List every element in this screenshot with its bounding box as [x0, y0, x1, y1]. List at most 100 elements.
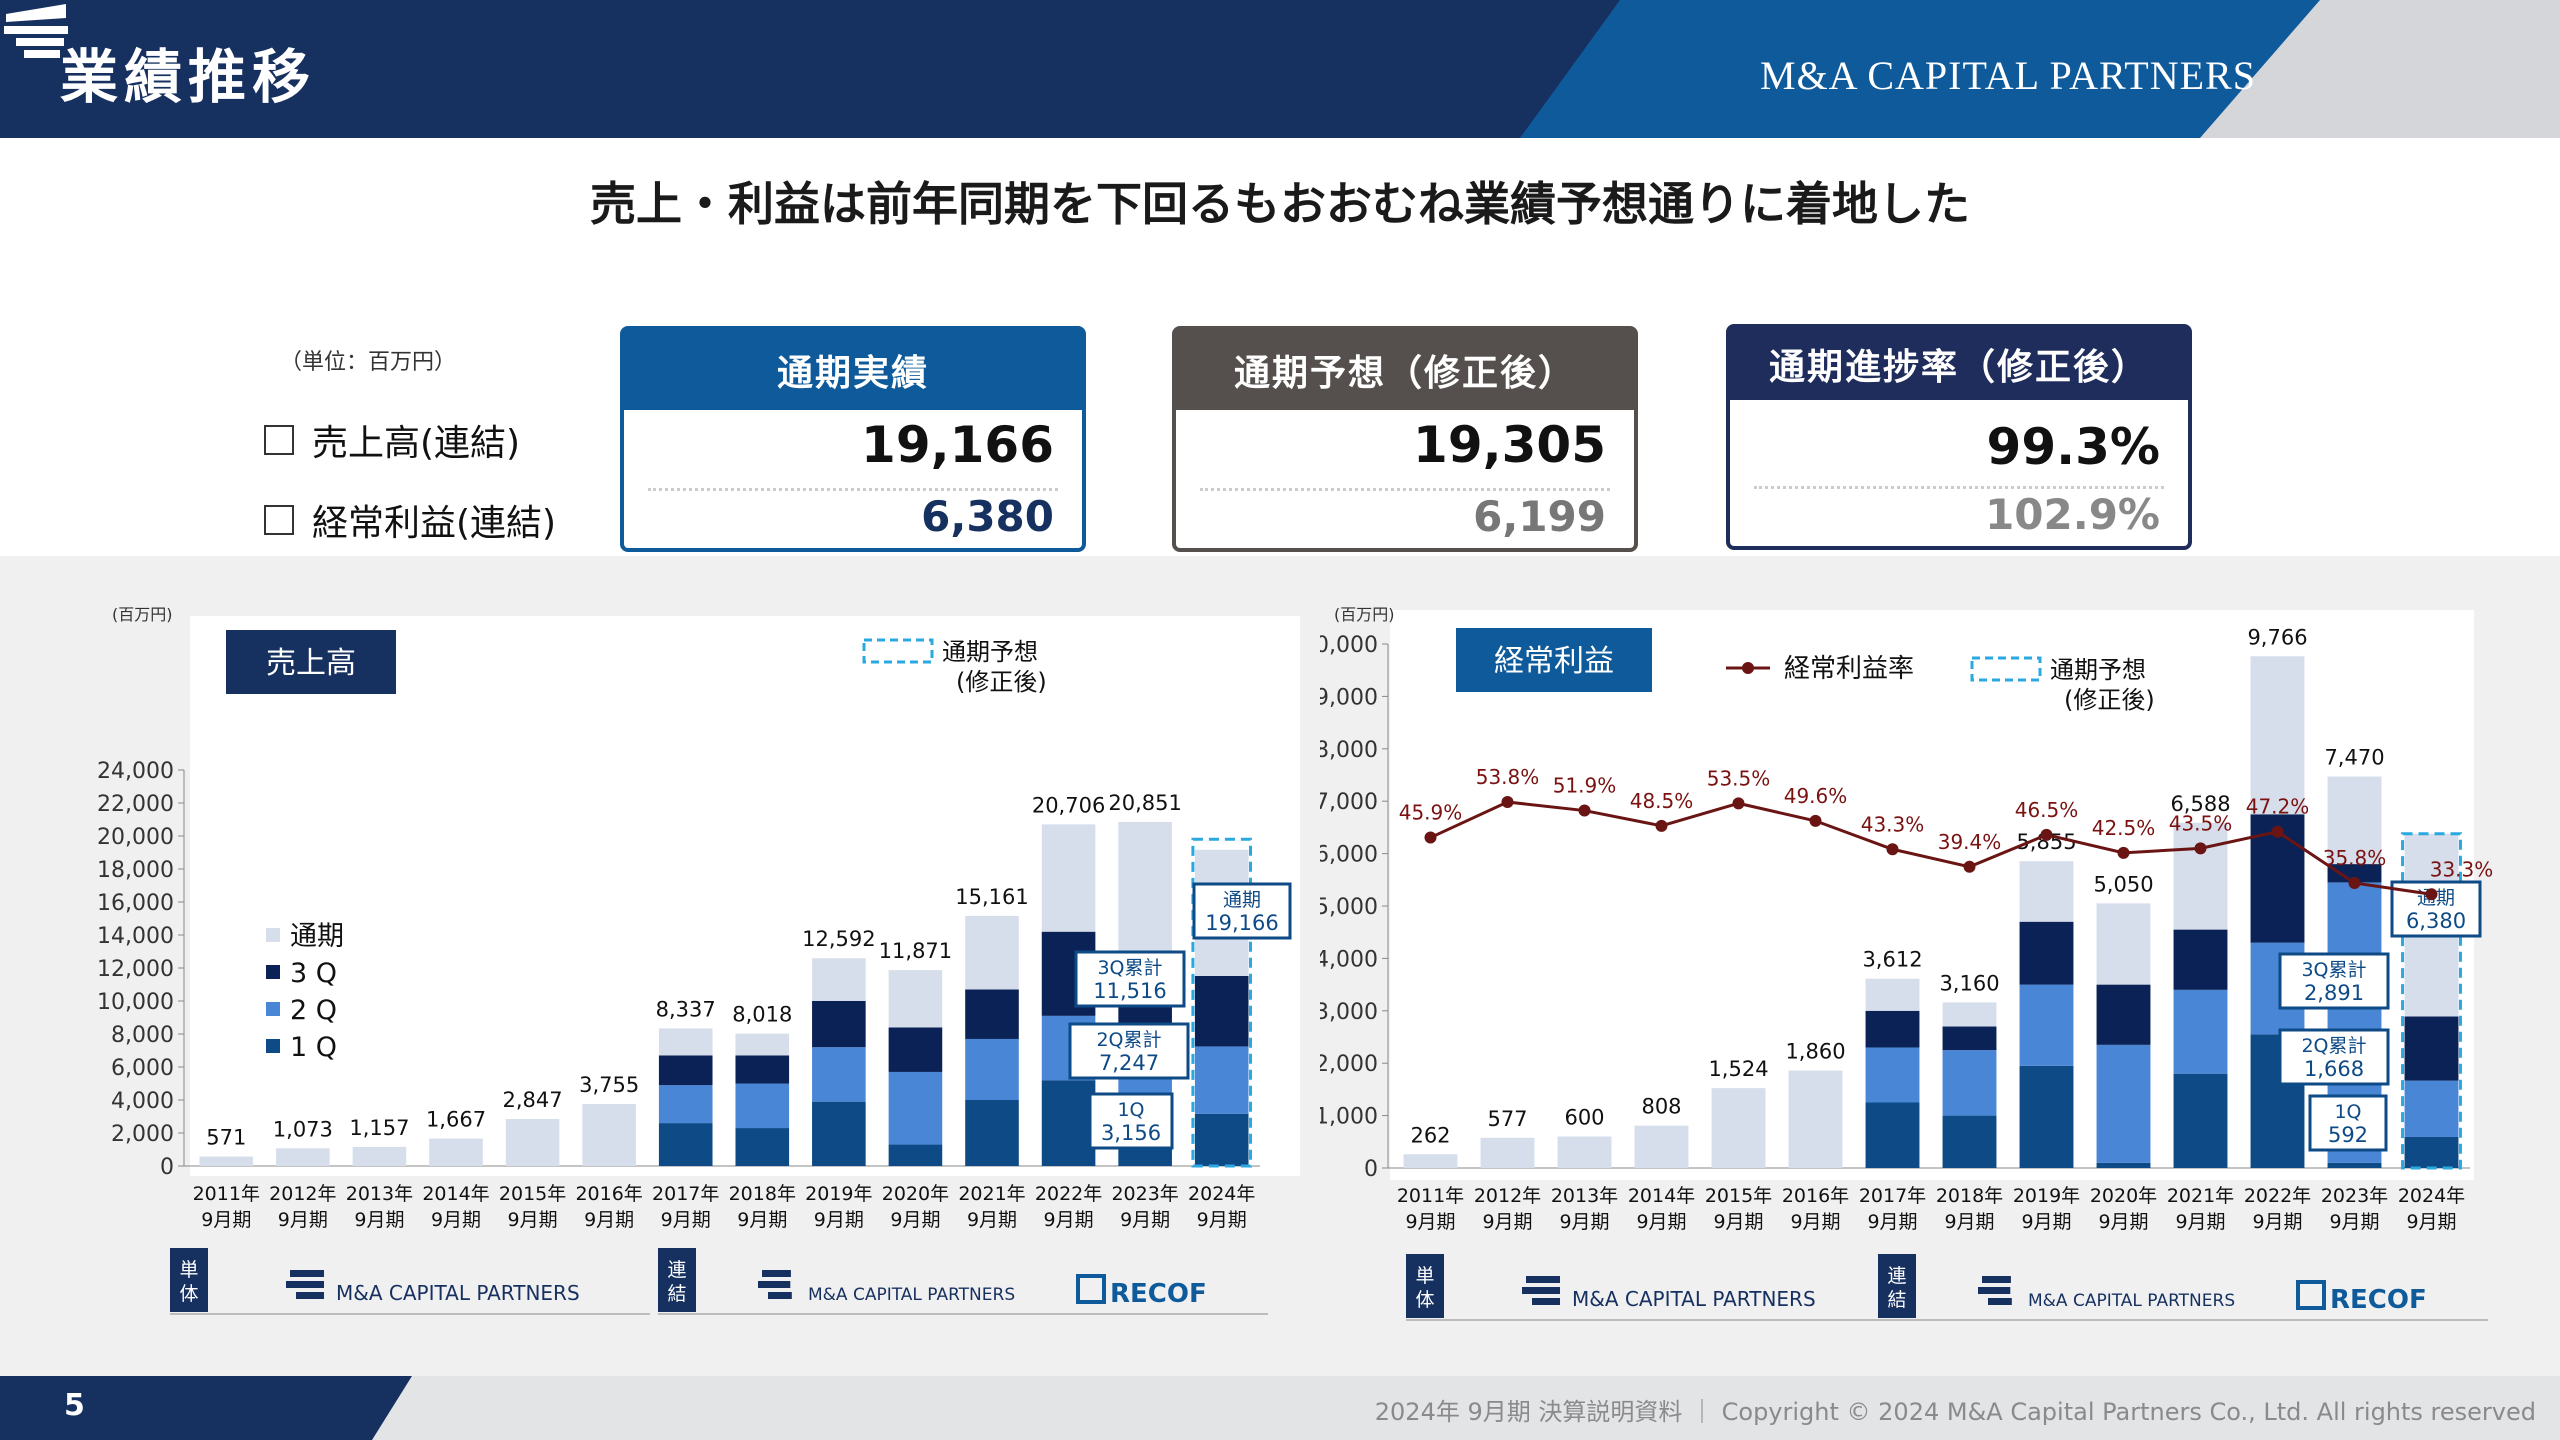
- y-tick-label: 10,000: [1320, 633, 1378, 658]
- company-logo-icon: [1988, 1298, 2012, 1305]
- bar-segment: [812, 1047, 866, 1102]
- y-tick-label: 4,000: [111, 1089, 174, 1114]
- ordinary-income-chart: (百万円) 0 1,000 2,000 3,000 4,000 5,000 6,000 7,00…: [1320, 605, 2493, 1321]
- kpi-card-sales-value: 99.3%: [1986, 418, 2160, 476]
- x-tick-label: 2015年: [499, 1183, 566, 1205]
- x-tick-label: 9月期: [354, 1209, 404, 1231]
- bar-total-label: 1,157: [349, 1116, 409, 1140]
- company-logo-icon: [4, 4, 68, 58]
- chart-title-box: [226, 630, 396, 694]
- x-tick-label: 2022年: [1035, 1183, 1102, 1205]
- entity-badge-label: 単: [1415, 1265, 1434, 1287]
- x-tick-label: 9月期: [737, 1209, 787, 1231]
- bar-segment: [2327, 1162, 2382, 1168]
- x-tick-label: 2013年: [346, 1183, 413, 1205]
- kpi-card-sales-value: 19,166: [861, 416, 1054, 474]
- bar-total-label: 1,524: [1708, 1057, 1768, 1081]
- kpi-card-actual: 通期実績 19,166 6,380: [620, 326, 1086, 552]
- ratio-point: [2425, 888, 2438, 901]
- company-logo-icon: [1522, 1287, 1560, 1294]
- y-tick-label: 12,000: [97, 957, 174, 982]
- callout-value: 2,891: [2304, 981, 2364, 1005]
- callout-value: 11,516: [1093, 979, 1166, 1003]
- callout-label: 2Q累計: [2301, 1035, 2366, 1057]
- y-tick-label: 6,000: [1320, 843, 1378, 868]
- forecast-legend-label: (修正後): [2064, 686, 2155, 714]
- bar-segment: [1865, 1010, 1920, 1048]
- bar-segment: [1942, 1050, 1997, 1116]
- y-tick-label: 8,000: [111, 1023, 174, 1048]
- bar-total-label: 577: [1487, 1107, 1527, 1131]
- entity-badge-label: 単: [179, 1259, 198, 1281]
- bar-total-label: 20,851: [1108, 791, 1181, 815]
- row-label-sales: 売上高(連結): [264, 414, 520, 466]
- bar-segment: [812, 1001, 866, 1048]
- ratio-label: 45.9%: [1399, 801, 1463, 825]
- x-tick-label: 9月期: [1559, 1211, 1609, 1233]
- recof-logo-icon: [1076, 1274, 1106, 1304]
- company-logo-icon: [286, 1281, 324, 1288]
- chart-title: 売上高: [266, 646, 356, 681]
- bar-segment: [658, 1028, 713, 1056]
- x-tick-label: 9月期: [2098, 1211, 2148, 1233]
- ratio-point: [1655, 819, 1668, 832]
- bar-total-label: 12,592: [802, 927, 875, 951]
- company-logo-icon: [1978, 1287, 2011, 1294]
- ratio-label: 46.5%: [2015, 798, 2079, 822]
- ratio-point: [1809, 814, 1822, 827]
- bar-segment: [352, 1146, 407, 1166]
- x-tick-label: 2023年: [2321, 1185, 2388, 1207]
- x-tick-label: 2013年: [1551, 1185, 1618, 1207]
- x-tick-label: 2019年: [805, 1183, 872, 1205]
- y-tick-label: 5,000: [1320, 895, 1378, 920]
- entity-badge-label: 体: [1415, 1289, 1434, 1311]
- company-logo-icon: [290, 1270, 324, 1277]
- kpi-card-title: 通期進捗率（修正後）: [1730, 328, 2188, 400]
- header-background: [0, 0, 2560, 138]
- forecast-box: [2401, 832, 2462, 1170]
- ratio-label: 39.4%: [1938, 830, 2002, 854]
- ratio-line: [1429, 800, 2432, 896]
- bar-segment: [1480, 1137, 1535, 1168]
- bar-segment: [1041, 1080, 1096, 1166]
- y-tick-label: 9,000: [1320, 685, 1378, 710]
- bar-total-label: 3,755: [579, 1073, 639, 1097]
- kpi-card-income-value: 6,199: [1473, 492, 1606, 541]
- recof-logo-text: RECOF: [2330, 1285, 2427, 1315]
- x-tick-label: 2012年: [1474, 1185, 1541, 1207]
- bar-total-label: 9,766: [2247, 625, 2307, 649]
- callout-box: [1068, 1022, 1190, 1080]
- x-tick-label: 9月期: [1790, 1211, 1840, 1233]
- y-tick-label: 2,000: [111, 1122, 174, 1147]
- chart-unit-label: (百万円): [112, 605, 173, 624]
- bar-total-label: 7,470: [2324, 746, 2384, 770]
- bar-segment: [2173, 1073, 2228, 1168]
- entity-badge: [170, 1248, 208, 1312]
- forecast-legend-label: 通期予想: [2050, 656, 2146, 684]
- ratio-point: [1963, 860, 1976, 873]
- bar-segment: [965, 1038, 1019, 1100]
- ratio-label: 47.2%: [2246, 795, 2310, 819]
- bar-segment: [1865, 1047, 1920, 1103]
- page-title: 業績推移: [60, 43, 317, 111]
- bar-segment: [965, 915, 1019, 990]
- chart-title-box: [1456, 628, 1652, 692]
- forecast-legend-label: (修正後): [956, 668, 1047, 696]
- bar-segment: [658, 1085, 713, 1124]
- bar-segment: [2096, 1162, 2151, 1168]
- bar-segment: [812, 1101, 866, 1166]
- bar-segment: [735, 1033, 790, 1056]
- x-tick-label: 2011年: [1397, 1185, 1464, 1207]
- bar-segment: [2096, 1044, 2151, 1163]
- ratio-point: [1732, 797, 1745, 810]
- bar-segment: [2019, 984, 2074, 1066]
- x-tick-label: 9月期: [1044, 1209, 1094, 1231]
- recof-logo-icon: [2296, 1280, 2326, 1310]
- kpi-divider: [1754, 486, 2164, 489]
- legend-label: 2 Q: [290, 995, 337, 1026]
- footer-copyright: 2024年 9月期 決算説明資料 ｜ Copyright © 2024 M&A …: [1374, 1398, 2536, 1426]
- bar-segment: [2173, 822, 2228, 930]
- x-tick-label: 9月期: [2406, 1211, 2456, 1233]
- bar-segment: [1942, 1115, 1997, 1168]
- company-logo-icon: [296, 1292, 324, 1299]
